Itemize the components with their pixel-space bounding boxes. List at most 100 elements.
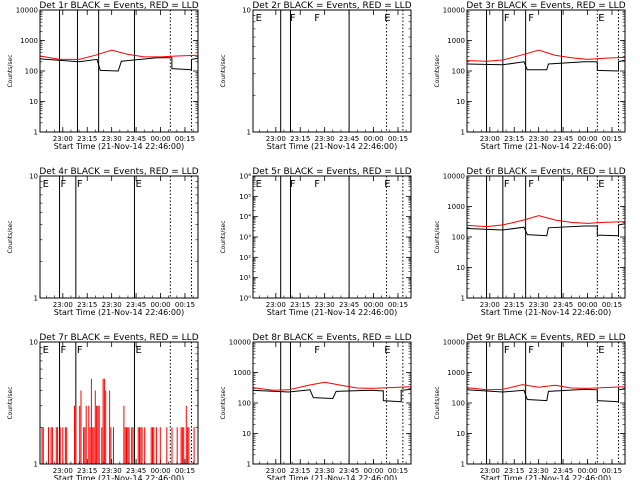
x-tick-label: 23:30 (102, 301, 122, 309)
x-tick-label: 23:15 (504, 301, 524, 309)
x-tick-label: 23:45 (126, 301, 146, 309)
plot-frame (466, 175, 626, 299)
y-tick-label: 1 (34, 129, 38, 137)
x-tick-label: 23:45 (553, 467, 573, 475)
panel-5: Det 5r BLACK = Events, RED = LLD Counts/s… (220, 167, 412, 317)
x-tick-label: 23:00 (266, 135, 286, 143)
x-tick-label: 23:30 (529, 301, 549, 309)
plot-frame (39, 9, 199, 133)
y-tick-label: 1 (461, 129, 465, 137)
plot-frame (39, 175, 199, 299)
y-tick-label: 10¹ (239, 274, 251, 282)
y-axis-label: Counts/sec (7, 220, 14, 253)
panel-title: Det 5r BLACK = Events, RED = LLD (252, 167, 411, 177)
panel-9: Det 9r BLACK = Events, RED = LLD Counts/s… (434, 333, 626, 480)
x-tick-label: 23:00 (480, 301, 500, 309)
y-axis-label: Counts/sec (7, 386, 14, 419)
panel-3: Det 3r BLACK = Events, RED = LLD Counts/s… (434, 1, 626, 151)
y-tick-label: 1 (34, 461, 38, 469)
x-tick-label: 23:30 (315, 301, 335, 309)
y-axis-label: Counts/sec (434, 54, 441, 87)
lld-series (466, 384, 626, 391)
events-series (466, 223, 626, 237)
plot-frame (466, 9, 626, 133)
x-tick-label: 23:00 (53, 301, 73, 309)
y-axis-label: Counts/sec (434, 386, 441, 419)
x-tick-label: 00:15 (602, 301, 622, 309)
panel-title: Det 6r BLACK = Events, RED = LLD (466, 167, 625, 177)
x-tick-label: 23:45 (339, 301, 359, 309)
panel-title: Det 3r BLACK = Events, RED = LLD (466, 1, 625, 11)
panel-title: Det 7r BLACK = Events, RED = LLD (39, 333, 198, 343)
y-tick-label: 10 (29, 339, 38, 347)
x-tick-label: 23:45 (339, 467, 359, 475)
panel-title: Det 9r BLACK = Events, RED = LLD (466, 333, 625, 343)
x-tick-label: 23:00 (480, 467, 500, 475)
x-tick-label: 23:45 (126, 135, 146, 143)
y-tick-label: 10 (242, 7, 251, 15)
y-tick-label: 10 (456, 264, 465, 272)
events-series (466, 388, 626, 403)
y-tick-label: 10 (242, 430, 251, 438)
plot-frame (252, 341, 412, 465)
y-tick-label: 10³ (239, 234, 251, 242)
panel-title: Det 8r BLACK = Events, RED = LLD (252, 333, 411, 343)
y-tick-label: 100 (25, 68, 38, 76)
y-tick-label: 10 (456, 430, 465, 438)
marker-flag: F (61, 179, 67, 190)
marker-flag: F (314, 179, 320, 190)
panel-4: Det 4r BLACK = Events, RED = LLD Counts/s… (7, 167, 199, 317)
y-tick-label: 1 (461, 461, 465, 469)
y-tick-label: 10² (239, 254, 251, 262)
x-axis-label: Start Time (21-Nov-14 22:46:00) (481, 474, 611, 480)
panel-title: Det 1r BLACK = Events, RED = LLD (39, 1, 198, 11)
marker-flag: E (384, 13, 390, 24)
y-tick-label: 1000 (20, 37, 38, 45)
x-axis-label: Start Time (21-Nov-14 22:46:00) (267, 142, 397, 151)
marker-flag: F (528, 13, 534, 24)
y-tick-label: 10⁴ (239, 213, 251, 221)
plot-frame (252, 9, 412, 133)
x-tick-label: 23:30 (315, 135, 335, 143)
y-tick-label: 100 (238, 400, 251, 408)
x-tick-label: 23:45 (126, 467, 146, 475)
x-tick-label: 23:00 (480, 135, 500, 143)
lld-noise-series (41, 378, 195, 464)
x-axis-label: Start Time (21-Nov-14 22:46:00) (481, 142, 611, 151)
marker-flag: E (598, 179, 604, 190)
x-tick-label: 23:30 (102, 135, 122, 143)
x-tick-label: 23:15 (290, 135, 310, 143)
x-tick-label: 00:00 (577, 135, 597, 143)
x-tick-label: 23:00 (266, 467, 286, 475)
x-tick-label: 23:30 (529, 467, 549, 475)
marker-flag: E (598, 345, 604, 356)
y-tick-label: 100 (452, 234, 465, 242)
x-tick-label: 23:00 (53, 467, 73, 475)
marker-flag: F (314, 13, 320, 24)
x-tick-label: 00:00 (363, 135, 383, 143)
y-tick-label: 1 (461, 295, 465, 303)
marker-flag: E (43, 345, 49, 356)
y-tick-label: 10000 (443, 173, 465, 181)
panel-7: Det 7r BLACK = Events, RED = LLD Counts/s… (7, 333, 199, 480)
x-tick-label: 23:15 (504, 467, 524, 475)
marker-flag: E (135, 179, 141, 190)
x-tick-label: 23:15 (77, 135, 97, 143)
marker-flag: F (504, 345, 510, 356)
marker-flag: F (290, 13, 296, 24)
plot-frame (39, 341, 199, 465)
marker-flag: F (61, 345, 67, 356)
y-tick-label: 100 (452, 68, 465, 76)
marker-flag: F (528, 345, 534, 356)
marker-flag: E (43, 179, 49, 190)
y-tick-label: 10 (29, 173, 38, 181)
x-tick-label: 23:45 (339, 135, 359, 143)
x-tick-label: 23:00 (266, 301, 286, 309)
y-tick-label: 10 (456, 98, 465, 106)
marker-flag: F (314, 345, 320, 356)
y-axis-label: Counts/sec (434, 220, 441, 253)
events-series (466, 59, 626, 72)
marker-flag: E (384, 345, 390, 356)
x-tick-label: 23:15 (77, 301, 97, 309)
